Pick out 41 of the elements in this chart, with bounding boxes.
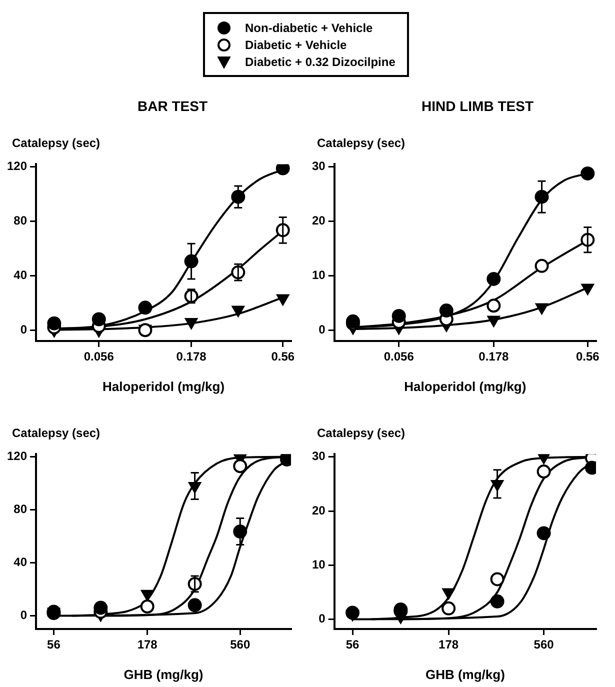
y-tick-label: 120 — [6, 159, 28, 174]
x-tick-label: 560 — [230, 638, 250, 652]
y-tick-label: 80 — [14, 214, 28, 228]
x-tick-label: 56 — [47, 638, 61, 652]
x-tick-label: 178 — [438, 638, 459, 652]
x-tick-label: 0.056 — [384, 350, 414, 364]
y-tick-label: 0 — [318, 322, 326, 336]
y-tick-label: 20 — [312, 214, 326, 228]
x-tick-label: 560 — [534, 638, 554, 652]
y-axis-title: Catalepsy (sec) — [316, 136, 406, 152]
y-tick-label: 0 — [20, 608, 28, 622]
x-axis-title: GHB (mg/kg) — [425, 666, 505, 682]
y-tick-label: 80 — [14, 502, 28, 516]
x-tick-label: 56 — [346, 638, 360, 652]
y-tick-label: 30 — [312, 449, 326, 464]
x-tick-label: 178 — [137, 638, 158, 652]
y-tick-label: 20 — [312, 503, 326, 518]
x-tick-label: 0.56 — [271, 350, 295, 364]
y-tick-label: 10 — [312, 557, 326, 572]
y-tick-label: 30 — [312, 159, 326, 174]
y-tick-label: 0 — [318, 612, 326, 626]
x-tick-label: 0.178 — [176, 350, 207, 364]
legend-label: Diabetic + 0.32 Dizocilpine — [245, 54, 396, 68]
chart-title: HIND LIMB TEST — [420, 98, 534, 116]
legend-label: Diabetic + Vehicle — [245, 38, 347, 52]
x-axis-title: Haloperidol (mg/kg) — [102, 378, 225, 394]
y-tick-label: 40 — [14, 268, 28, 282]
x-axis-title: GHB (mg/kg) — [124, 666, 204, 682]
y-tick-label: 120 — [6, 449, 28, 464]
x-tick-label: 0.56 — [576, 350, 600, 364]
x-tick-label: 0.178 — [478, 350, 510, 364]
y-tick-label: 40 — [14, 555, 28, 570]
y-axis-title: Catalepsy (sec) — [11, 136, 102, 152]
y-tick-label: 10 — [312, 268, 326, 282]
x-tick-label: 0.056 — [84, 350, 114, 364]
y-axis-title: Catalepsy (sec) — [11, 426, 102, 442]
legend-label: Non-diabetic + Vehicle — [245, 20, 373, 34]
x-axis-title: Haloperidol (mg/kg) — [404, 378, 526, 394]
y-tick-label: 0 — [20, 322, 28, 336]
y-axis-title: Catalepsy (sec) — [316, 426, 406, 442]
chart-title: BAR TEST — [136, 98, 208, 116]
